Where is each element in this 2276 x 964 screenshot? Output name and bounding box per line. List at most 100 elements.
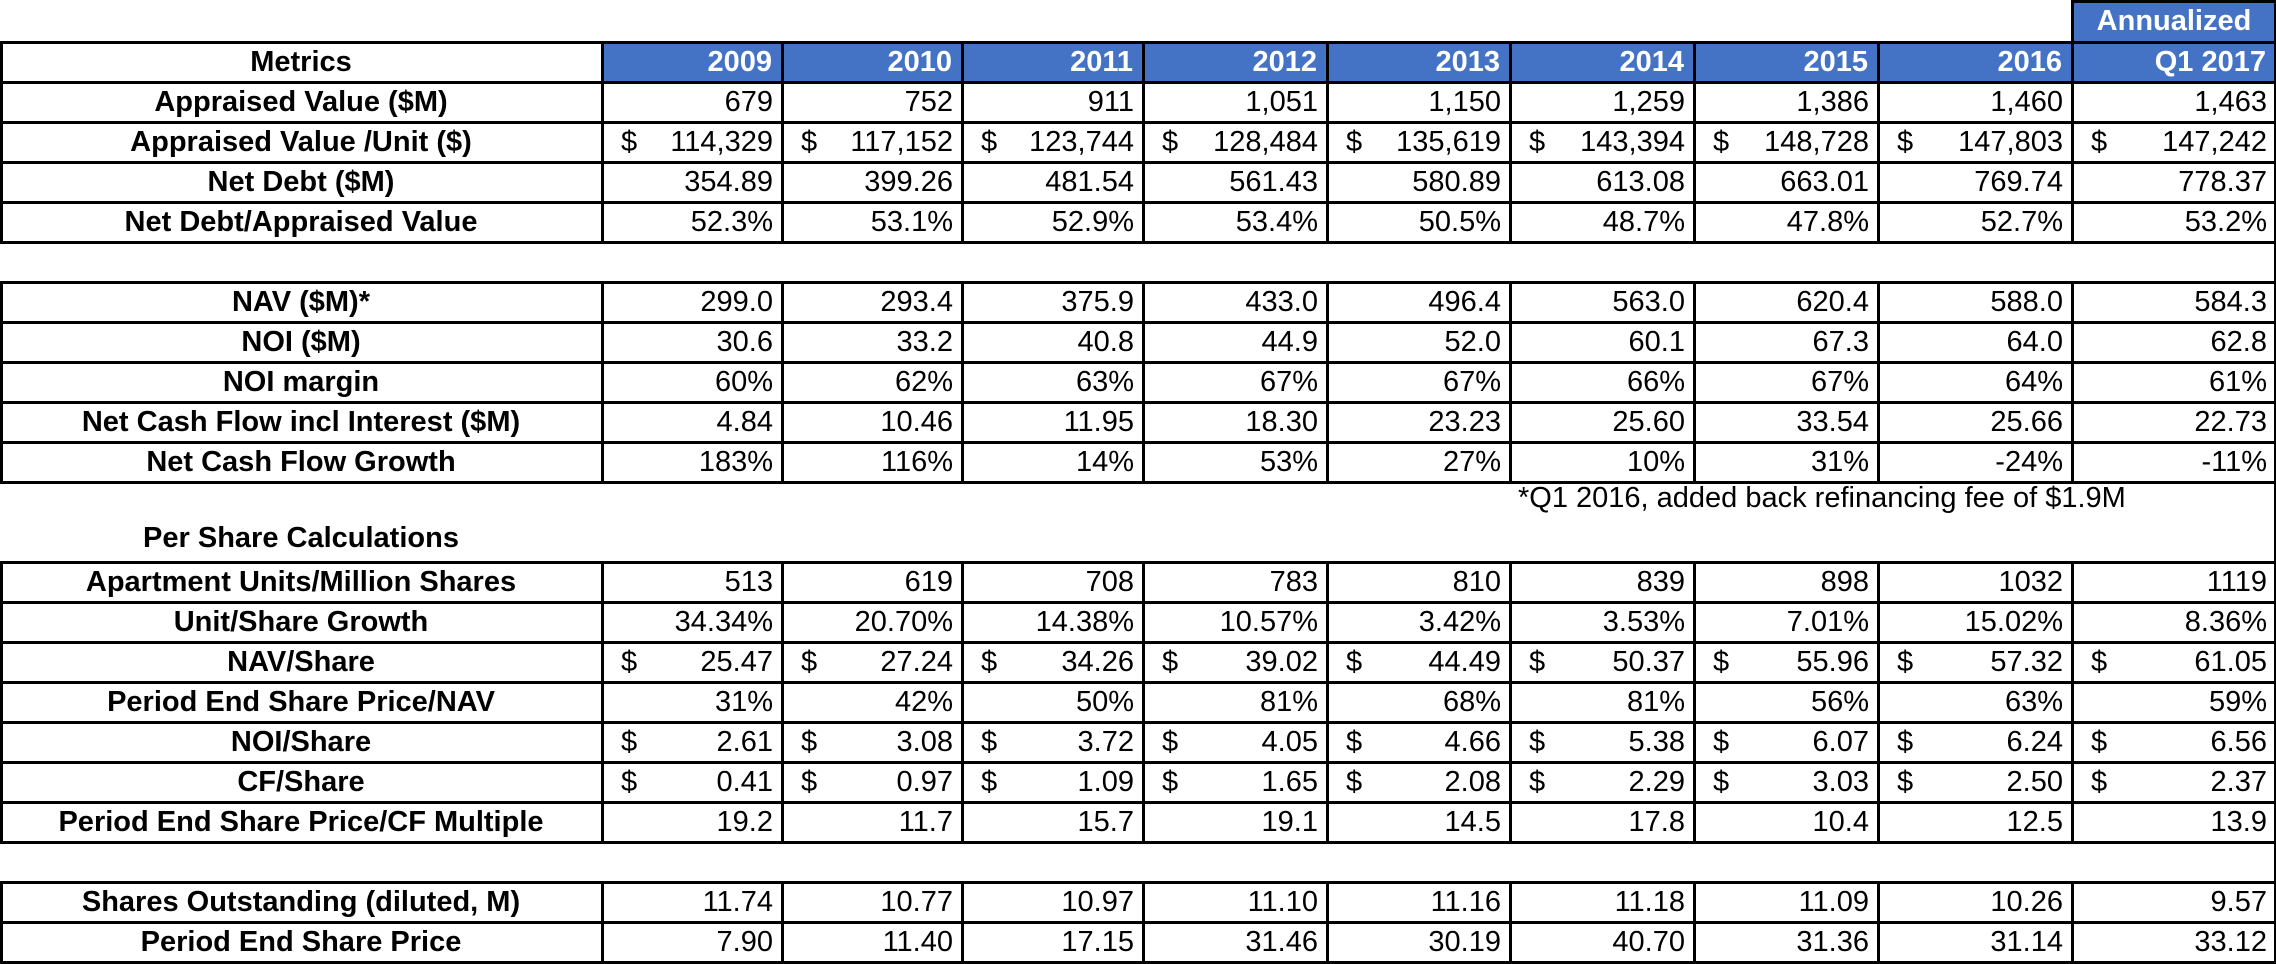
- grid-line: [961, 882, 964, 963]
- row-label: Apartment Units/Million Shares: [85, 565, 517, 598]
- grid-line: [0, 121, 2276, 124]
- data-cell: 293.4: [880, 285, 953, 318]
- data-cell: 19.1: [1261, 805, 1318, 838]
- currency-cell: $44.49: [1327, 642, 1510, 682]
- data-cell: 11.16: [1430, 885, 1501, 918]
- data-cell: 7.01%: [1786, 605, 1869, 638]
- grid-line: [2071, 562, 2074, 843]
- data-cell: 31%: [714, 685, 773, 718]
- data-cell: 14.38%: [1035, 605, 1134, 638]
- grid-line: [2072, 0, 2275, 3]
- data-cell: 10%: [1626, 445, 1685, 478]
- grid-line: [1877, 882, 1880, 963]
- header-metrics: Metrics: [250, 45, 352, 78]
- data-cell: -24%: [1995, 445, 2063, 478]
- currency-cell: $4.05: [1143, 722, 1327, 762]
- data-cell: 52.9%: [1051, 205, 1134, 238]
- cell-value: 123,744: [1029, 125, 1134, 158]
- data-cell: 11.74: [702, 885, 773, 918]
- grid-line: [1877, 282, 1880, 483]
- data-cell: 67.3: [1812, 325, 1869, 358]
- data-cell: 8.36%: [2184, 605, 2267, 638]
- header-year: 2011: [962, 42, 1143, 82]
- row-label: Unit/Share Growth: [173, 605, 429, 638]
- data-cell: 68%: [1442, 685, 1501, 718]
- cell-value: 39.02: [1245, 645, 1318, 678]
- data-cell: 53.1%: [870, 205, 953, 238]
- data-cell: 561.43: [1229, 165, 1318, 198]
- grid-line: [1142, 562, 1145, 843]
- cell-value: 2.37: [2210, 765, 2267, 798]
- cell-value: 148,728: [1764, 125, 1869, 158]
- data-cell: 47.8%: [1786, 205, 1869, 238]
- currency-cell: $148,728: [1694, 122, 1878, 162]
- grid-line: [0, 81, 2276, 84]
- currency-cell: $0.41: [602, 762, 782, 802]
- data-cell: 911: [1087, 85, 1134, 118]
- data-cell: 50.5%: [1418, 205, 1501, 238]
- currency-symbol: $: [801, 725, 818, 758]
- data-cell: 513: [724, 565, 773, 598]
- grid-line: [601, 562, 604, 843]
- currency-symbol: $: [1162, 765, 1179, 798]
- grid-line: [0, 721, 2276, 724]
- data-cell: 62.8: [2210, 325, 2267, 358]
- currency-symbol: $: [981, 645, 998, 678]
- grid-line: [1509, 282, 1512, 483]
- grid-line: [2274, 842, 2276, 882]
- data-cell: 62%: [894, 365, 953, 398]
- grid-line: [0, 801, 2276, 804]
- currency-symbol: $: [2091, 125, 2108, 158]
- data-cell: 34.34%: [674, 605, 773, 638]
- cell-value: 6.07: [1812, 725, 1869, 758]
- data-cell: 10.77: [880, 885, 953, 918]
- data-cell: 708: [1085, 565, 1134, 598]
- data-cell: 20.70%: [854, 605, 953, 638]
- data-cell: 3.42%: [1418, 605, 1501, 638]
- row-label: Net Debt ($M): [207, 165, 395, 198]
- cell-value: 44.49: [1428, 645, 1501, 678]
- grid-line: [0, 921, 2276, 924]
- cell-value: 117,152: [850, 125, 953, 158]
- currency-symbol: $: [1897, 765, 1914, 798]
- cell-value: 2.08: [1444, 765, 1501, 798]
- grid-line: [1142, 882, 1145, 963]
- data-cell: 17.8: [1628, 805, 1685, 838]
- cell-value: 57.32: [1990, 645, 2063, 678]
- data-cell: 23.23: [1428, 405, 1501, 438]
- data-cell: 40.70: [1612, 925, 1685, 958]
- currency-cell: $55.96: [1694, 642, 1878, 682]
- currency-symbol: $: [981, 125, 998, 158]
- data-cell: 63%: [2004, 685, 2063, 718]
- row-label: Shares Outstanding (diluted, M): [81, 885, 521, 918]
- grid-line: [0, 961, 2276, 964]
- currency-cell: $0.97: [782, 762, 962, 802]
- cell-value: 1.65: [1261, 765, 1318, 798]
- data-cell: 375.9: [1061, 285, 1134, 318]
- data-cell: 67%: [1810, 365, 1869, 398]
- data-cell: 53.2%: [2184, 205, 2267, 238]
- data-cell: 116%: [880, 445, 953, 478]
- cell-value: 3.08: [896, 725, 953, 758]
- row-label: Net Debt/Appraised Value: [124, 205, 478, 238]
- currency-cell: $135,619: [1327, 122, 1510, 162]
- grid-line: [0, 681, 2276, 684]
- grid-line: [0, 881, 2276, 884]
- cell-value: 147,242: [2162, 125, 2267, 158]
- grid-line: [961, 282, 964, 483]
- grid-line: [0, 561, 2276, 564]
- grid-line: [0, 641, 2276, 644]
- grid-line: [1693, 42, 1696, 243]
- grid-line: [1326, 562, 1329, 843]
- currency-cell: $2.08: [1327, 762, 1510, 802]
- data-cell: 4.84: [716, 405, 773, 438]
- data-cell: -11%: [2201, 445, 2267, 478]
- currency-cell: $2.50: [1878, 762, 2072, 802]
- grid-line: [1877, 42, 1880, 243]
- row-label: NAV ($M)*: [231, 285, 371, 318]
- data-cell: 1,051: [1245, 85, 1318, 118]
- currency-symbol: $: [1162, 125, 1179, 158]
- data-cell: 18.30: [1245, 405, 1318, 438]
- data-cell: 563.0: [1612, 285, 1685, 318]
